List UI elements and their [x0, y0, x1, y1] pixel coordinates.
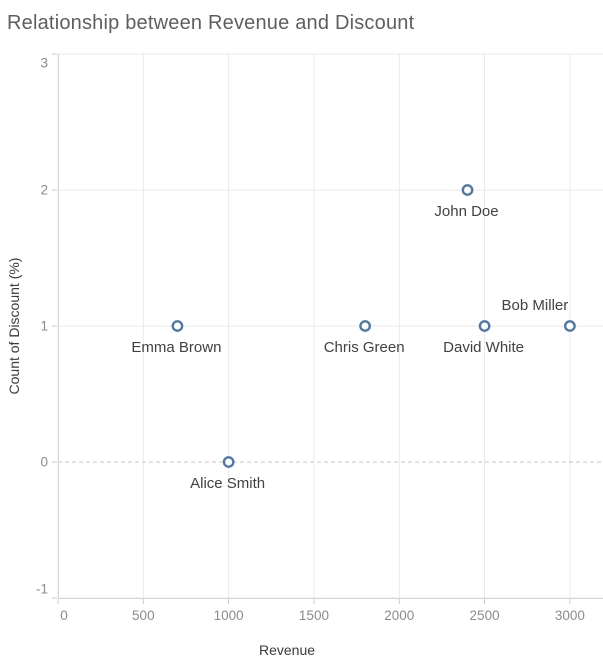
- point-label: John Doe: [434, 203, 498, 220]
- y-tick-label: 0: [40, 455, 48, 470]
- data-point[interactable]: [461, 184, 474, 196]
- x-tick-label: 2000: [384, 608, 414, 623]
- x-axis-title: Revenue: [258, 642, 316, 658]
- data-point[interactable]: [359, 320, 372, 332]
- x-tick-label: 2500: [470, 608, 500, 623]
- y-tick-label: -1: [36, 582, 48, 597]
- y-tick-label: 3: [40, 56, 48, 71]
- point-label: Emma Brown: [131, 339, 221, 356]
- point-label: Chris Green: [324, 339, 405, 356]
- y-tick-label: 1: [40, 319, 48, 334]
- x-tick-label: 500: [132, 608, 155, 623]
- x-tick-label: 1500: [299, 608, 329, 623]
- data-point[interactable]: [222, 456, 235, 468]
- y-tick-label: 2: [40, 183, 48, 198]
- x-tick-label: 3000: [555, 608, 585, 623]
- point-label: Bob Miller: [502, 297, 569, 314]
- chart-title: Relationship between Revenue and Discoun…: [7, 12, 415, 34]
- x-tick-label: 0: [60, 608, 68, 623]
- point-label: Alice Smith: [190, 475, 265, 492]
- x-tick-label: 1000: [214, 608, 244, 623]
- data-point[interactable]: [563, 320, 576, 332]
- point-label: David White: [443, 339, 524, 356]
- data-point[interactable]: [478, 320, 491, 332]
- data-point[interactable]: [171, 320, 184, 332]
